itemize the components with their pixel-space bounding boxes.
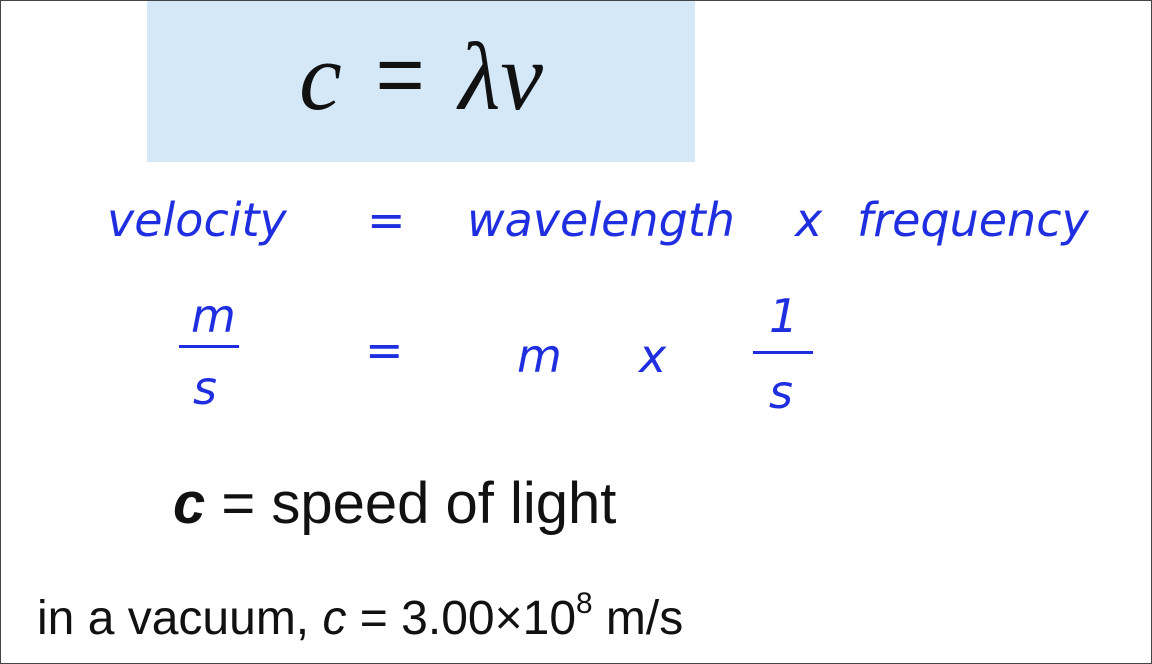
formula-c: c [299, 23, 342, 130]
formula: c = λv [147, 29, 695, 125]
vacuum-exponent: 8 [576, 586, 593, 620]
vacuum-symbol: c [322, 592, 347, 645]
definition-text: = speed of light [205, 471, 617, 536]
units-rhs-numerator: 1 [769, 289, 799, 343]
formula-equals: = [375, 27, 425, 121]
word-equals: = [367, 193, 406, 247]
vacuum-unit: m/s [592, 592, 684, 645]
definition-line: c = speed of light [173, 475, 616, 533]
formula-box: c = λv [147, 1, 695, 162]
units-lhs-fraction-bar [179, 345, 239, 348]
vacuum-value: = 3.00×10 [346, 592, 577, 645]
units-m: m [517, 329, 562, 383]
formula-lambda: λ [458, 23, 501, 130]
units-lhs-denominator: s [193, 361, 217, 415]
word-velocity: velocity [107, 193, 287, 247]
units-lhs-numerator: m [191, 289, 236, 343]
units-rhs-denominator: s [769, 365, 793, 419]
formula-nu: v [500, 23, 543, 130]
word-times: x [795, 193, 823, 247]
units-times: x [639, 329, 667, 383]
units-rhs-fraction-bar [753, 351, 813, 354]
units-equals: = [365, 323, 404, 377]
word-frequency: frequency [857, 193, 1089, 247]
definition-symbol: c [173, 471, 206, 536]
word-wavelength: wavelength [467, 193, 735, 247]
vacuum-prefix: in a vacuum, [37, 592, 323, 645]
vacuum-line: in a vacuum, c = 3.00×108 m/s [37, 588, 684, 645]
